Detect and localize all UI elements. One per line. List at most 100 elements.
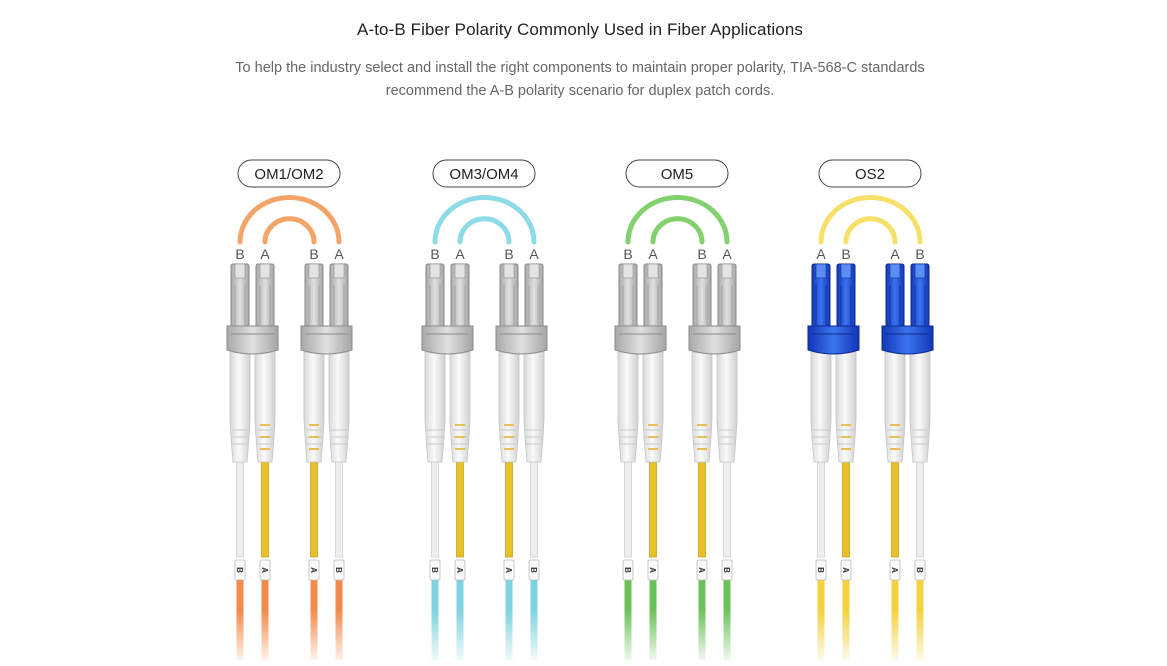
fiber-jacket — [624, 461, 632, 558]
connector-boot — [909, 351, 931, 463]
connector-boot — [328, 351, 350, 463]
connector-polarity-label: A — [648, 246, 658, 262]
group-label: OS2 — [855, 166, 885, 183]
connector-boot — [691, 351, 713, 463]
cable-label-tag — [647, 559, 659, 581]
connector-ferrule — [308, 263, 320, 279]
connector-polarity-label: A — [722, 246, 732, 262]
connector-polarity-label: A — [260, 246, 270, 262]
cable-polarity-label: B — [623, 567, 632, 573]
fiber-jacket — [916, 461, 924, 558]
inner-polarity-arc — [262, 216, 317, 245]
outer-polarity-arc — [625, 195, 730, 245]
connector-polarity-label: B — [504, 246, 513, 262]
connector-boot — [254, 351, 276, 463]
connector-ferrule — [622, 263, 634, 279]
cable-label-tag — [333, 559, 345, 581]
connector-boot — [229, 351, 251, 463]
cable-polarity-label: A — [455, 567, 464, 573]
cable-polarity-label: A — [841, 567, 850, 573]
cable-label-tag — [503, 559, 515, 581]
connector-boot — [449, 351, 471, 463]
cable-polarity-label: A — [697, 567, 706, 573]
fiber-jacket — [891, 461, 899, 558]
connector-polarity-label: B — [235, 246, 244, 262]
cable-label-tag — [308, 559, 320, 581]
outer-polarity-arc — [818, 195, 923, 245]
fiber-jacket — [842, 461, 850, 558]
group-label-pill — [625, 159, 729, 188]
connector-ferrule — [503, 263, 515, 279]
fiber-jacket — [698, 461, 706, 558]
cable-label-tag — [721, 559, 733, 581]
cable-polarity-label: A — [260, 567, 269, 573]
cable-label-tag — [454, 559, 466, 581]
connector-boot — [884, 351, 906, 463]
group-label-pill — [237, 159, 341, 188]
connector-polarity-label: B — [623, 246, 632, 262]
connector-polarity-label: A — [890, 246, 900, 262]
cable-label-tag — [815, 559, 827, 581]
cable-label-tag — [528, 559, 540, 581]
connector-ferrule — [696, 263, 708, 279]
inner-polarity-arc — [650, 216, 705, 245]
cable-polarity-label: B — [529, 567, 538, 573]
cable-polarity-label: B — [235, 567, 244, 573]
cable-label-tag — [696, 559, 708, 581]
cable-fade — [230, 610, 349, 666]
connector-polarity-label: B — [309, 246, 318, 262]
cable-polarity-label: B — [722, 567, 731, 573]
fiber-jacket — [261, 461, 269, 558]
connector-ferrule — [815, 263, 827, 279]
duplex-clip — [807, 325, 860, 355]
duplex-clip — [495, 325, 548, 355]
group-label-pill — [818, 159, 922, 188]
connector-boot — [642, 351, 664, 463]
connector-polarity-label: B — [430, 246, 439, 262]
fiber-jacket — [431, 461, 439, 558]
cable-polarity-label: A — [890, 567, 899, 573]
inner-polarity-arc — [843, 216, 898, 245]
page-title: A-to-B Fiber Polarity Commonly Used in F… — [357, 20, 803, 39]
cable-fade — [425, 610, 544, 666]
cable-fade — [811, 610, 930, 666]
fiber-jacket — [505, 461, 513, 558]
connector-polarity-label: A — [529, 246, 539, 262]
cable-label-tag — [259, 559, 271, 581]
cable-label-tag — [889, 559, 901, 581]
outer-polarity-arc — [432, 195, 537, 245]
connector-ferrule — [647, 263, 659, 279]
connector-boot — [523, 351, 545, 463]
fiber-jacket — [817, 461, 825, 558]
connector-polarity-label: B — [697, 246, 706, 262]
connector-ferrule — [333, 263, 345, 279]
cable-polarity-label: B — [334, 567, 343, 573]
group-label: OM3/OM4 — [449, 166, 518, 183]
connector-ferrule — [429, 263, 441, 279]
connector-polarity-label: A — [334, 246, 344, 262]
connector-ferrule — [889, 263, 901, 279]
fiber-jacket — [335, 461, 343, 558]
connector-polarity-label: B — [841, 246, 850, 262]
inner-polarity-arc — [457, 216, 512, 245]
connector-ferrule — [454, 263, 466, 279]
fiber-jacket — [310, 461, 318, 558]
duplex-clip — [881, 325, 934, 355]
connector-boot — [810, 351, 832, 463]
fiber-jacket — [236, 461, 244, 558]
cable-label-tag — [429, 559, 441, 581]
group-label: OM1/OM2 — [254, 166, 323, 183]
duplex-clip — [421, 325, 474, 355]
connector-ferrule — [840, 263, 852, 279]
connector-ferrule — [259, 263, 271, 279]
cable-polarity-label: B — [816, 567, 825, 573]
fiber-jacket — [530, 461, 538, 558]
cable-polarity-label: A — [504, 567, 513, 573]
group-label-pill — [432, 159, 536, 188]
connector-boot — [303, 351, 325, 463]
cable-fade — [618, 610, 737, 666]
cable-label-tag — [234, 559, 246, 581]
